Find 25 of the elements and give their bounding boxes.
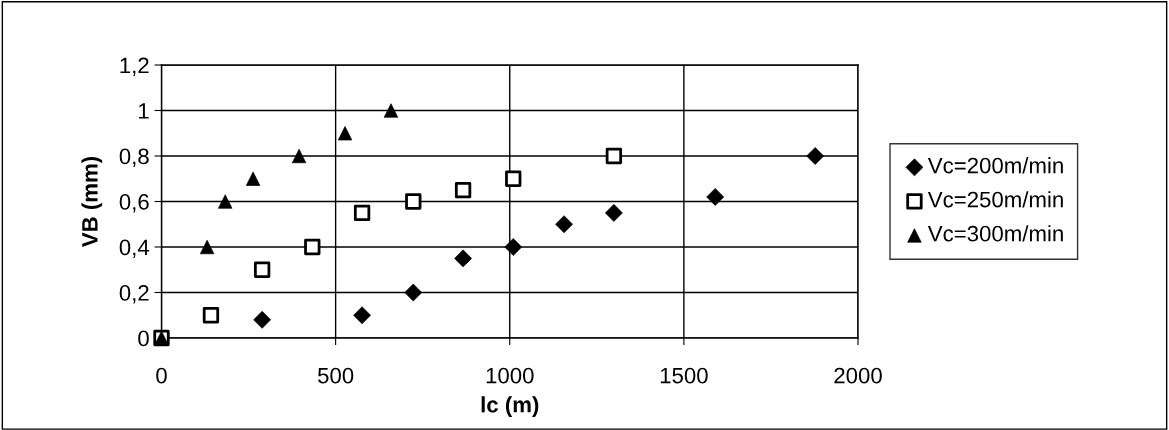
point (605, 147, 623, 165)
point (202, 307, 220, 324)
point (505, 170, 522, 187)
y-tick-label: 0,6 (119, 194, 149, 213)
y-tick-label: 0,8 (119, 148, 149, 167)
y-axis-title: VB (mm) (81, 156, 103, 248)
y-tick-label: 1 (139, 103, 149, 119)
x-tick-label: 0 (156, 367, 167, 384)
x-tick-label: 2000 (834, 367, 882, 384)
x-tick-label: 500 (317, 367, 354, 384)
x-tick-label: 1500 (660, 367, 708, 384)
y-tick-label: 0 (138, 330, 149, 347)
y-tick-label: 0,4 (119, 239, 150, 258)
point (253, 261, 271, 278)
y-tick-label: 1,2 (120, 57, 149, 76)
x-axis-title: lc (m) (481, 396, 539, 417)
x-tick-label: 1000 (486, 367, 534, 384)
legend-label: Vc=200m/min (927, 157, 1063, 174)
legend-label: Vc=250m/min (927, 191, 1063, 208)
y-tick-label: 0,2 (119, 285, 149, 304)
point (353, 204, 371, 222)
point (405, 193, 422, 210)
legend-label: Vc=300m/min (927, 225, 1063, 242)
point (454, 181, 472, 199)
point (304, 238, 321, 256)
